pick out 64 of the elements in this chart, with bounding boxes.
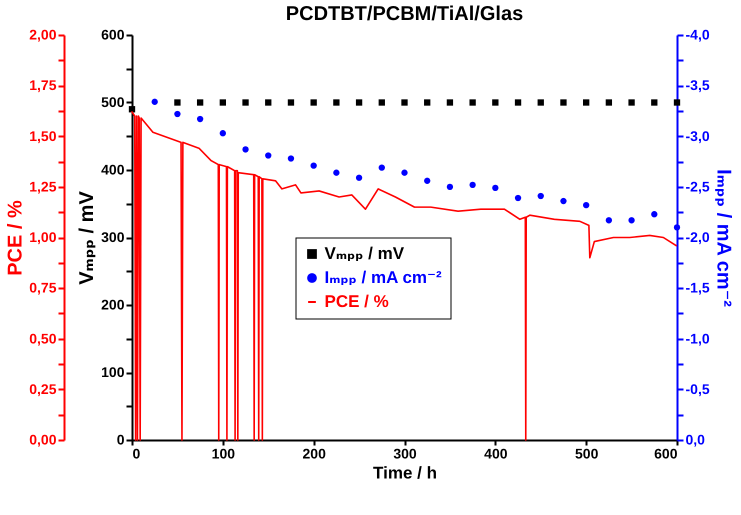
legend-label: PCE / % bbox=[324, 292, 389, 311]
y3-tick-label: 1,00 bbox=[29, 229, 57, 245]
y3-tick-label: 0,00 bbox=[29, 432, 57, 448]
point bbox=[378, 164, 385, 171]
point bbox=[514, 194, 522, 202]
point bbox=[174, 110, 181, 118]
point bbox=[583, 202, 590, 208]
y-tick-label: 500 bbox=[101, 94, 125, 110]
y-tick-label: 0 bbox=[116, 432, 125, 448]
point bbox=[220, 130, 226, 136]
point bbox=[651, 211, 658, 218]
point bbox=[538, 192, 544, 200]
y2-tick-label: -3,5 bbox=[686, 77, 710, 94]
y2-tick-label: -1,5 bbox=[686, 280, 710, 296]
point bbox=[469, 182, 476, 188]
y3-tick-label: 1,25 bbox=[29, 178, 57, 194]
point bbox=[265, 152, 272, 159]
y2-tick-label: -1,0 bbox=[686, 330, 710, 346]
x-tick-label: 600 bbox=[654, 446, 678, 462]
y2-axis-title: Iₘₚₚ / mA cm⁻² bbox=[712, 169, 735, 308]
y2-tick-label: -4,0 bbox=[686, 26, 710, 42]
point bbox=[356, 174, 362, 181]
x-axis-title: Time / h bbox=[373, 464, 437, 482]
y-tick-label: 600 bbox=[101, 26, 125, 42]
y-tick-label: 300 bbox=[101, 229, 125, 245]
y-tick-label: 400 bbox=[101, 162, 125, 178]
y2-tick-label: 0,0 bbox=[686, 432, 706, 448]
point bbox=[242, 146, 249, 153]
point bbox=[424, 178, 430, 184]
y-axis-title: Vₘₚₚ / mV bbox=[76, 190, 98, 285]
point bbox=[560, 198, 567, 204]
y3-tick-label: 0,50 bbox=[29, 330, 57, 346]
point bbox=[310, 162, 317, 169]
point bbox=[401, 170, 408, 176]
x-tick-label: 400 bbox=[484, 446, 508, 462]
point bbox=[628, 217, 635, 224]
y2-tick-label: -0,5 bbox=[686, 380, 710, 397]
point bbox=[446, 184, 454, 190]
x-tick-label: 0 bbox=[132, 446, 140, 462]
point bbox=[674, 224, 680, 231]
legend-label: Iₘₚₚ / mA cm⁻² bbox=[324, 268, 442, 287]
y3-tick-label: 1,50 bbox=[29, 128, 57, 144]
chart-title: PCDTBT/PCBM/TiAl/Glas bbox=[286, 3, 524, 25]
point bbox=[288, 155, 294, 162]
y3-tick-label: 0,75 bbox=[29, 280, 57, 296]
y3-tick-label: 1,75 bbox=[29, 77, 57, 94]
x-tick-label: 500 bbox=[574, 446, 599, 462]
point bbox=[606, 217, 612, 224]
y2-tick-label: -3,0 bbox=[686, 128, 710, 144]
x-tick-label: 100 bbox=[212, 446, 236, 462]
y3-axis-title: PCE / % bbox=[4, 200, 26, 276]
y3-tick-label: 2,00 bbox=[29, 26, 57, 42]
point bbox=[152, 98, 158, 105]
y2-tick-label: -2,5 bbox=[686, 178, 710, 194]
point bbox=[492, 184, 498, 192]
y2-tick-label: -2,0 bbox=[686, 229, 710, 245]
y3-tick-label: 0,25 bbox=[29, 380, 57, 397]
x-tick-label: 200 bbox=[302, 446, 326, 462]
legend-label: Vₘₚₚ / mV bbox=[324, 244, 405, 263]
point bbox=[196, 116, 204, 122]
point bbox=[333, 170, 340, 176]
y-tick-label: 100 bbox=[101, 364, 125, 380]
x-tick-label: 300 bbox=[393, 446, 417, 462]
y-tick-label: 200 bbox=[101, 296, 125, 312]
